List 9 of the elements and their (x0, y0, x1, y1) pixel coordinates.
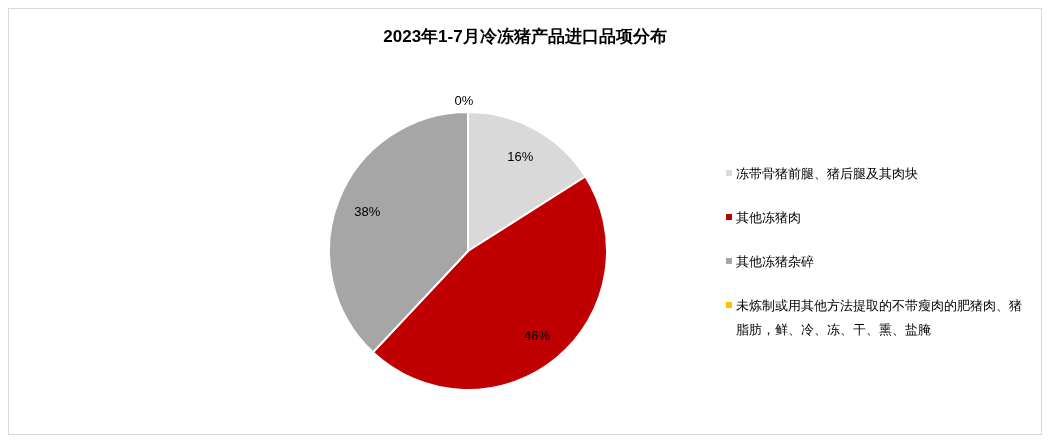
chart-title: 2023年1-7月冷冻猪产品进口品项分布 (383, 27, 667, 46)
data-label: 38% (354, 204, 381, 220)
legend-label: 冻带骨猪前腿、猪后腿及其肉块 (736, 166, 918, 181)
data-label: 16% (507, 148, 534, 164)
legend-label: 未炼制或用其他方法提取的不带瘦肉的肥猪肉、猪脂肪，鲜、冷、冻、干、熏、盐腌 (736, 298, 1022, 337)
legend-label: 其他冻猪肉 (736, 210, 801, 225)
text: 0% (454, 93, 474, 108)
legend-label: 其他冻猪杂碎 (736, 254, 814, 269)
data-label: 46% (524, 327, 551, 343)
